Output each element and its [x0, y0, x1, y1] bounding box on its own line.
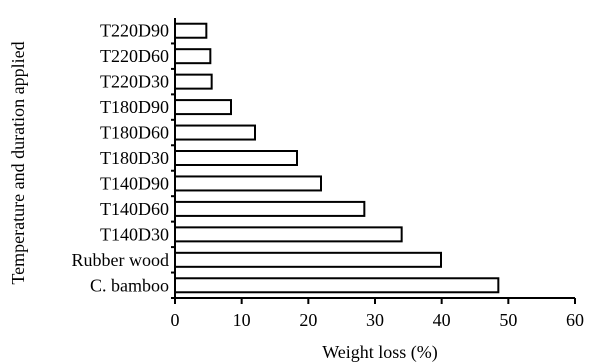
y-tick-label: T180D30	[100, 148, 169, 168]
bar-0	[174, 277, 500, 294]
y-tick-label: T220D30	[100, 72, 169, 92]
bar-9	[174, 48, 212, 65]
bar-8	[174, 73, 213, 90]
y-tick-label: T140D90	[100, 173, 169, 193]
y-tick-label: Rubber wood	[72, 250, 170, 270]
x-tick-label: 50	[499, 310, 517, 330]
bar-7	[174, 99, 232, 116]
y-tick-label: T220D60	[100, 46, 169, 66]
bar-1	[174, 251, 442, 268]
bar-4	[174, 175, 322, 192]
bar-2	[174, 226, 403, 243]
x-ticks-group: 0 10 20 30 40 50 60	[171, 298, 584, 330]
bar-5	[174, 150, 298, 166]
bar-6	[174, 124, 256, 141]
y-tick-label: T220D90	[100, 21, 169, 41]
x-tick-label: 40	[433, 310, 451, 330]
bar-10	[174, 22, 208, 39]
x-tick-label: 10	[233, 310, 251, 330]
bar-3	[174, 200, 366, 217]
y-tick-label: T180D90	[100, 97, 169, 117]
x-tick-label: 30	[366, 310, 384, 330]
y-axis-title: Temperature and duration applied	[8, 41, 28, 284]
y-tick-label: C. bamboo	[90, 275, 169, 295]
x-tick-label: 20	[299, 310, 317, 330]
x-tick-label: 0	[171, 310, 180, 330]
x-axis-title: Weight loss (%)	[322, 342, 438, 363]
y-ticks-group: C. bamboo Rubber wood T140D30 T140D60 T140D9…	[72, 21, 175, 299]
y-tick-label: T140D30	[100, 224, 169, 244]
x-tick-label: 60	[566, 310, 584, 330]
y-tick-label: T180D60	[100, 123, 169, 143]
bars-group	[174, 22, 500, 294]
y-tick-label: T140D60	[100, 199, 169, 219]
